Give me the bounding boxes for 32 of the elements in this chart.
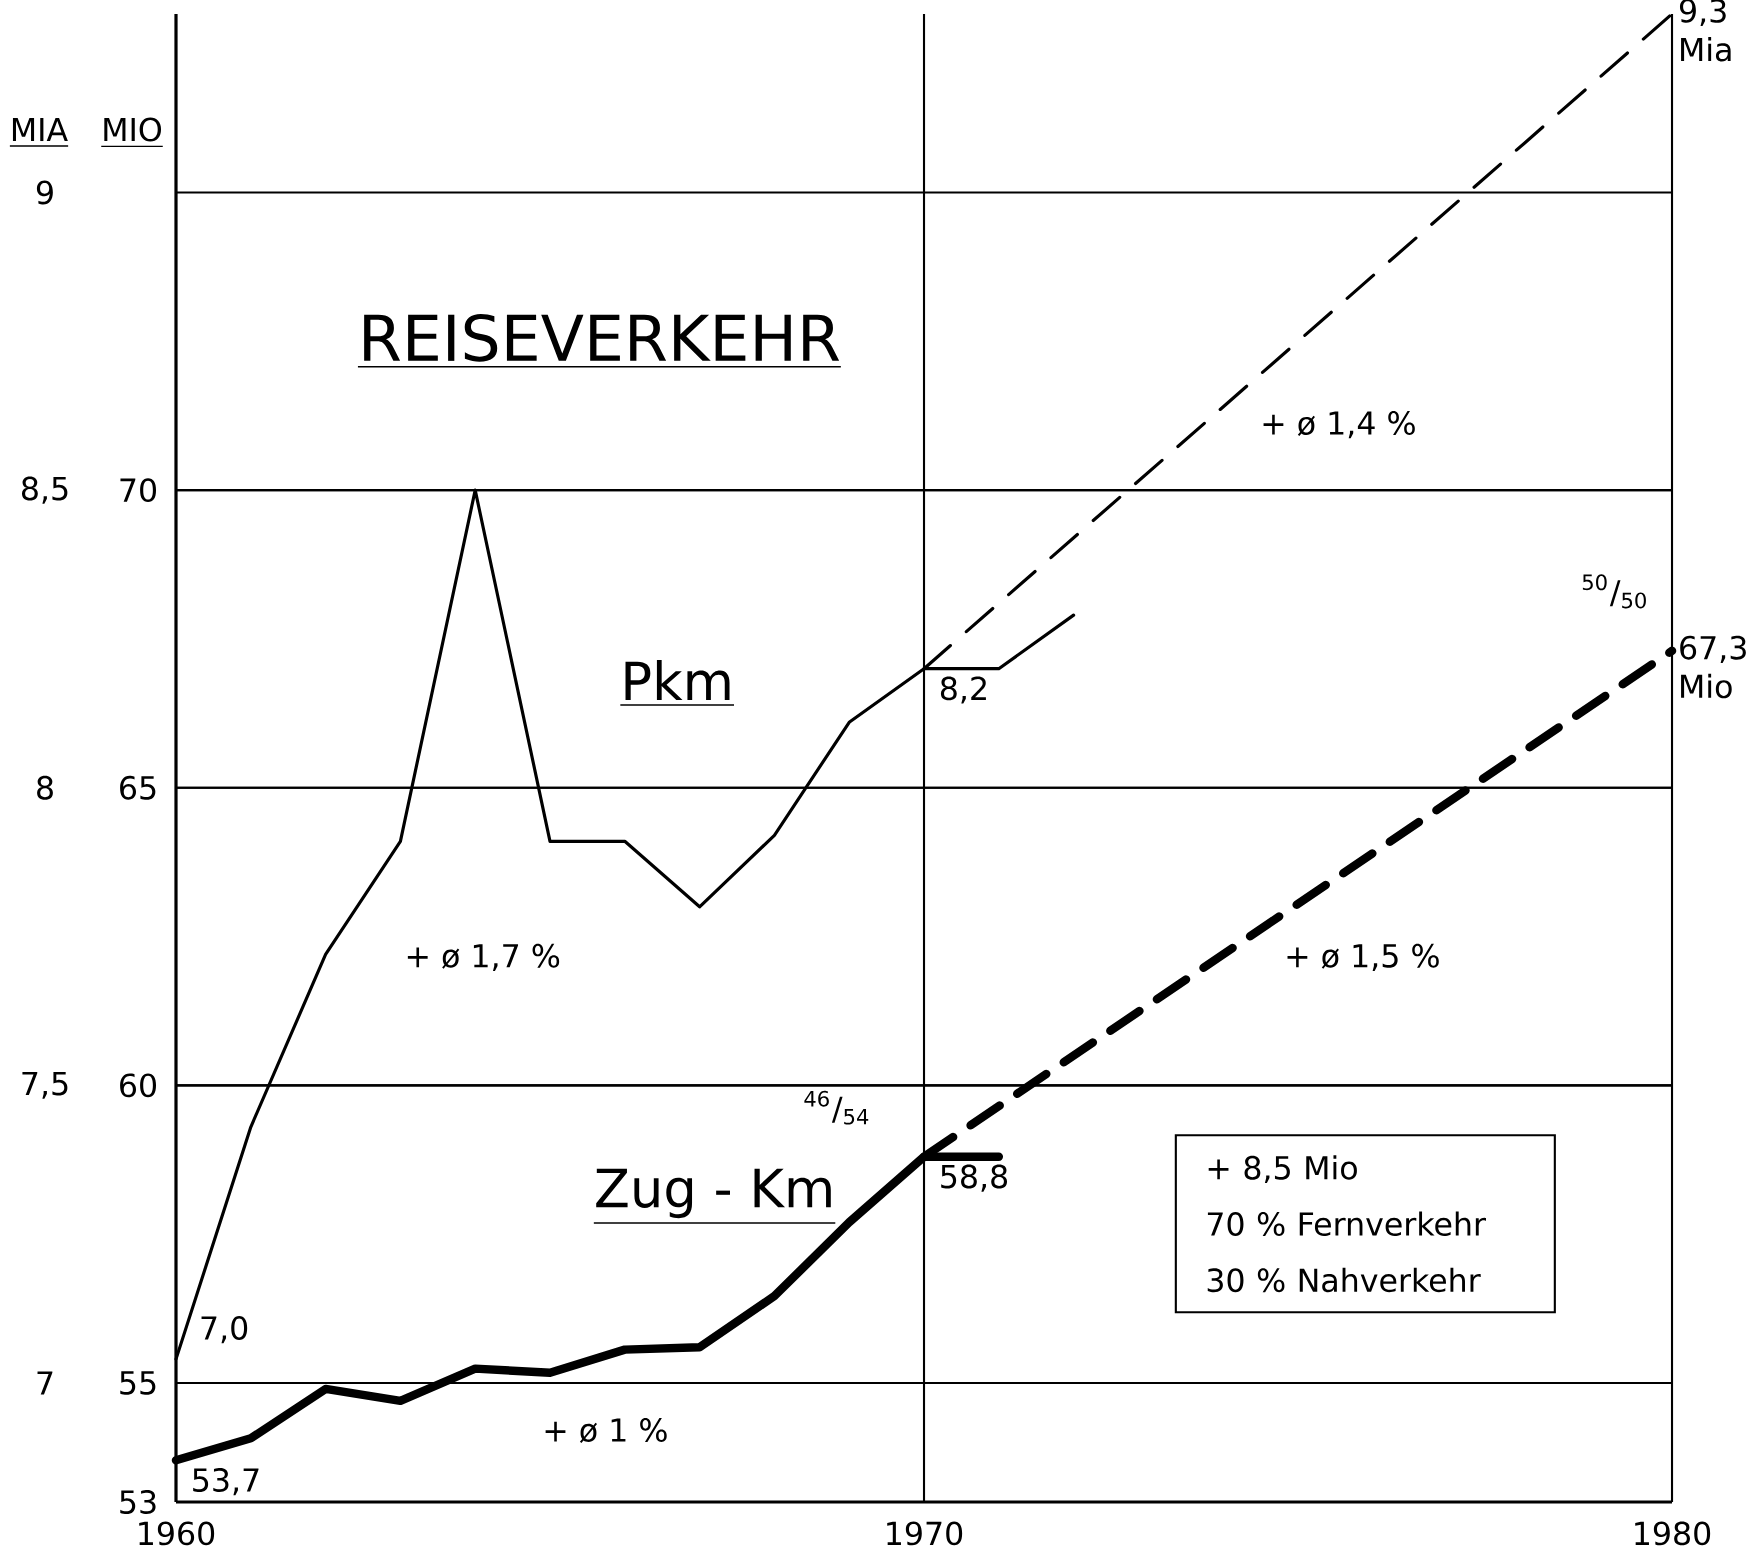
y-tick-label: 53 [120, 1490, 156, 1514]
annotation: + ø 1,7 % [407, 943, 560, 971]
annotation: 70 % Fernverkehr [1207, 1211, 1486, 1236]
y2-tick-label: 9 [36, 180, 53, 205]
x-tick-label: 1970 [887, 1521, 963, 1546]
y-tick-label: 55 [120, 1371, 156, 1395]
series-label: Pkm [625, 660, 730, 701]
annotation: 30 % Nahverkehr [1207, 1267, 1481, 1293]
data-label: 8,2 [940, 676, 986, 704]
text: REISEVERKEHR [364, 313, 840, 362]
y2-axis-title: MIA [12, 118, 68, 142]
annotation: + 8,5 Mio [1208, 1155, 1357, 1183]
y2-tick-label: 7,5 [22, 1071, 68, 1099]
x-tick-label: 1960 [139, 1521, 215, 1546]
y-axis-title: MIO [104, 117, 162, 142]
series-label: Zug - Km [596, 1168, 831, 1219]
data-label: 58,8 [941, 1164, 1008, 1192]
annotation: + ø 1 % [545, 1418, 667, 1443]
data-label: 7,0 [201, 1316, 248, 1344]
data-label: 67,3 Mio [1680, 635, 1746, 699]
annotation: + ø 1,5 % [1287, 943, 1439, 971]
annotation: $^{50}$/$_{50}$ [1582, 574, 1646, 609]
y-tick-label: 60 [120, 1073, 157, 1098]
annotation: + ø 1,4 % [1263, 411, 1415, 439]
y-tick-label: 65 [120, 775, 156, 800]
data-label: 53,7 [193, 1468, 259, 1496]
annotation: $^{46}$/$_{54}$ [804, 1090, 869, 1125]
x-tick-label: 1980 [1635, 1521, 1711, 1546]
y2-tick-label: 8,5 [21, 476, 68, 504]
y2-tick-label: 8 [37, 775, 53, 800]
y2-tick-label: 7 [37, 1371, 53, 1395]
y-tick-label: 70 [120, 478, 157, 503]
